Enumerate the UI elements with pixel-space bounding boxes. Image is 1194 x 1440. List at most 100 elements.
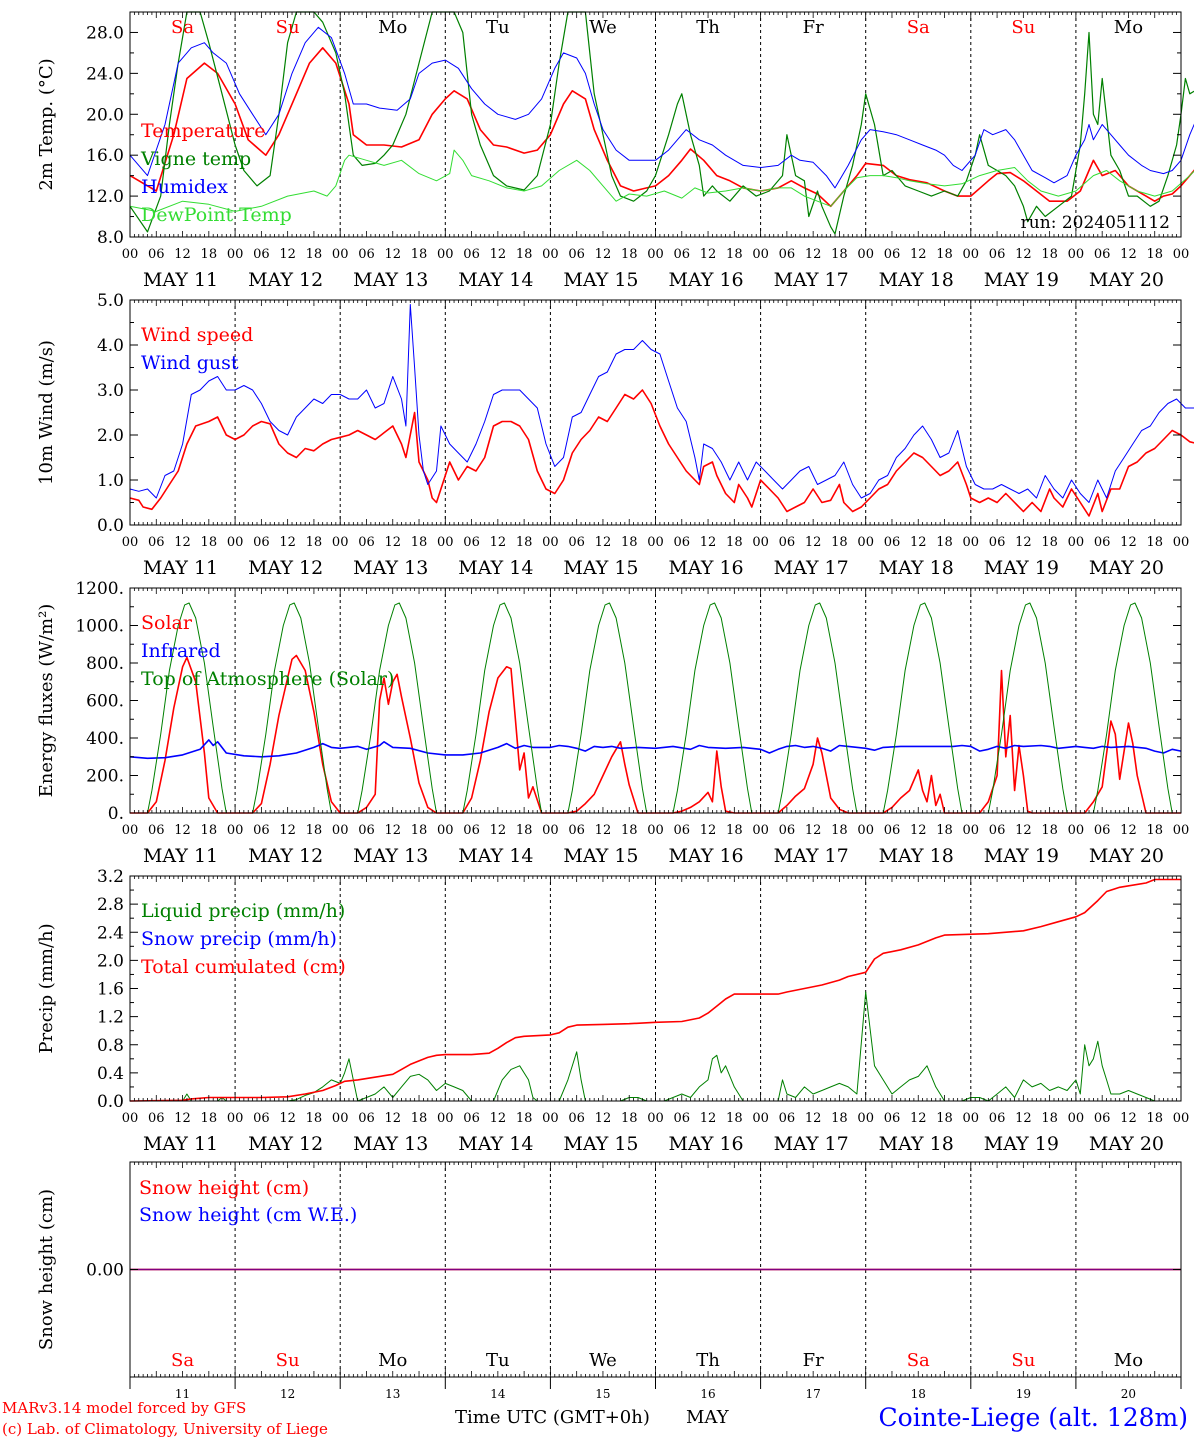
hour-label: 06 <box>884 1111 901 1126</box>
hour-label: 06 <box>358 535 375 550</box>
date-label: MAY 17 <box>774 845 849 867</box>
hour-label: 00 <box>857 823 874 838</box>
legend-entry: Liquid precip (mm/h) <box>141 900 345 922</box>
hour-label: 18 <box>411 1111 428 1126</box>
hour-label: 18 <box>516 1111 533 1126</box>
hour-label: 00 <box>1173 1111 1190 1126</box>
legend-entry: Temperature <box>141 120 265 142</box>
day-name: Th <box>696 17 720 38</box>
hour-label: 12 <box>384 823 401 838</box>
hour-label: 12 <box>1015 247 1032 262</box>
date-label: MAY 15 <box>563 845 638 867</box>
hour-label: 12 <box>595 247 612 262</box>
hour-label: 12 <box>1015 823 1032 838</box>
day-name: Su <box>1011 17 1035 38</box>
legend-entry: DewPoint Temp <box>141 204 292 226</box>
day-name: Su <box>1011 1350 1035 1371</box>
hour-label: 00 <box>437 535 454 550</box>
y-tick-label: 1000. <box>75 617 124 637</box>
hour-label: 06 <box>989 535 1006 550</box>
hour-label: 18 <box>306 1111 323 1126</box>
hour-label: 18 <box>936 247 953 262</box>
date-label: MAY 11 <box>143 845 218 867</box>
hour-label: 06 <box>1094 535 1111 550</box>
date-label: MAY 18 <box>879 557 954 579</box>
hour-label: 12 <box>700 1111 717 1126</box>
hour-label: 12 <box>1120 247 1137 262</box>
y-tick-label: 2.0 <box>97 951 124 971</box>
hour-label: 12 <box>279 823 296 838</box>
hour-label: 00 <box>752 247 769 262</box>
y-tick-label: 0.0 <box>97 1092 124 1112</box>
hour-label: 18 <box>1146 1111 1163 1126</box>
hour-label: 18 <box>516 535 533 550</box>
day-number-label: 16 <box>700 1387 715 1401</box>
hour-label: 12 <box>910 535 927 550</box>
y-tick-label: 2.4 <box>97 923 124 943</box>
month-label: MAY <box>686 1407 730 1428</box>
y-tick-label: 0.8 <box>97 1036 124 1056</box>
series-layer <box>129 11 1194 1271</box>
y-tick-label: 4.0 <box>97 336 124 356</box>
hour-label: 12 <box>279 1111 296 1126</box>
hour-label: 12 <box>490 247 507 262</box>
hour-label: 12 <box>384 247 401 262</box>
hour-label: 06 <box>989 823 1006 838</box>
hour-label: 00 <box>647 1111 664 1126</box>
hour-label: 12 <box>1015 535 1032 550</box>
hour-label: 06 <box>463 247 480 262</box>
hour-label: 06 <box>884 535 901 550</box>
y-tick-label: 28.0 <box>86 23 124 43</box>
hour-label: 06 <box>568 823 585 838</box>
hour-label: 12 <box>490 823 507 838</box>
date-label: MAY 11 <box>143 1133 218 1155</box>
y-tick-label: 2.8 <box>97 895 124 915</box>
hour-label: 06 <box>568 1111 585 1126</box>
hour-label: 06 <box>674 247 691 262</box>
hour-label: 18 <box>726 823 743 838</box>
day-name: Sa <box>907 1350 930 1371</box>
hour-label: 06 <box>884 823 901 838</box>
grid-layer <box>234 12 1077 1377</box>
hour-label: 00 <box>1173 535 1190 550</box>
y-tick-label: 200. <box>86 767 124 787</box>
hour-label: 00 <box>227 1111 244 1126</box>
y-axis-label: 10m Wind (m/s) <box>36 340 57 485</box>
date-label: MAY 17 <box>774 1133 849 1155</box>
hour-label: 00 <box>857 247 874 262</box>
day-name: Fr <box>803 17 824 38</box>
hour-label: 18 <box>411 535 428 550</box>
hour-label: 06 <box>148 247 165 262</box>
day-name: Sa <box>171 1350 194 1371</box>
hour-label: 00 <box>752 1111 769 1126</box>
hour-label: 12 <box>490 535 507 550</box>
hour-label: 18 <box>411 823 428 838</box>
hour-label: 06 <box>148 1111 165 1126</box>
hour-label: 06 <box>1094 823 1111 838</box>
hour-label: 12 <box>805 823 822 838</box>
hour-label: 06 <box>568 247 585 262</box>
hour-label: 00 <box>227 535 244 550</box>
hour-label: 12 <box>910 1111 927 1126</box>
hour-label: 00 <box>647 535 664 550</box>
y-tick-label: 1.0 <box>97 471 124 491</box>
hour-label: 00 <box>857 1111 874 1126</box>
hour-label: 00 <box>542 1111 559 1126</box>
hour-label: 12 <box>700 823 717 838</box>
hour-label: 00 <box>437 823 454 838</box>
hour-label: 12 <box>279 535 296 550</box>
y-tick-label: 24.0 <box>86 64 124 84</box>
series-line-solar <box>130 654 1181 814</box>
hour-label: 06 <box>148 535 165 550</box>
legend-entry: Humidex <box>141 176 228 198</box>
hour-label: 00 <box>963 823 980 838</box>
hour-label: 00 <box>647 247 664 262</box>
y-tick-label: 0. <box>108 804 124 824</box>
day-name: Mo <box>1114 17 1143 38</box>
hour-label: 18 <box>516 823 533 838</box>
hour-label: 00 <box>1173 247 1190 262</box>
day-name: Su <box>276 17 300 38</box>
legend-entry: Wind gust <box>141 352 239 374</box>
hour-label: 00 <box>227 823 244 838</box>
